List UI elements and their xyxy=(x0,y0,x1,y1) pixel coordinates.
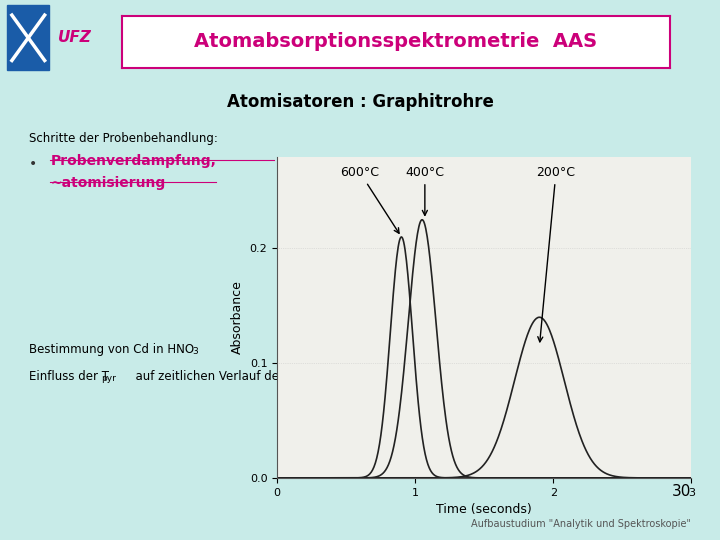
Text: ~atomisierung: ~atomisierung xyxy=(50,176,166,190)
Text: 3: 3 xyxy=(192,347,198,356)
Text: Atomabsorptionsspektrometrie  AAS: Atomabsorptionsspektrometrie AAS xyxy=(194,32,598,51)
Text: Schritte der Probenbehandlung:: Schritte der Probenbehandlung: xyxy=(29,132,217,145)
Text: auf zeitlichen Verlauf der Atomisierung: auf zeitlichen Verlauf der Atomisierung xyxy=(128,370,366,383)
Text: 30: 30 xyxy=(672,484,691,500)
Text: Bestimmung von Cd in HNO: Bestimmung von Cd in HNO xyxy=(29,343,194,356)
Text: 200°C: 200°C xyxy=(536,166,575,342)
Text: UFZ: UFZ xyxy=(58,30,91,45)
Text: 600°C: 600°C xyxy=(341,166,399,233)
X-axis label: Time (seconds): Time (seconds) xyxy=(436,503,532,516)
Text: Probenverdampfung,: Probenverdampfung, xyxy=(50,154,216,168)
Text: Atomisatoren : Graphitrohre: Atomisatoren : Graphitrohre xyxy=(227,93,493,111)
Text: 400°C: 400°C xyxy=(405,166,444,215)
Text: Einfluss der T: Einfluss der T xyxy=(29,370,109,383)
Text: •: • xyxy=(29,157,37,171)
Text: pyr: pyr xyxy=(101,374,116,383)
Text: Aufbaustudium "Analytik und Spektroskopie": Aufbaustudium "Analytik und Spektroskopi… xyxy=(471,519,691,529)
Y-axis label: Absorbance: Absorbance xyxy=(231,280,244,354)
Text: Umweltforschungszentrum Leipzig-Halle ; Department Analytik: Umweltforschungszentrum Leipzig-Halle ; … xyxy=(238,19,568,29)
